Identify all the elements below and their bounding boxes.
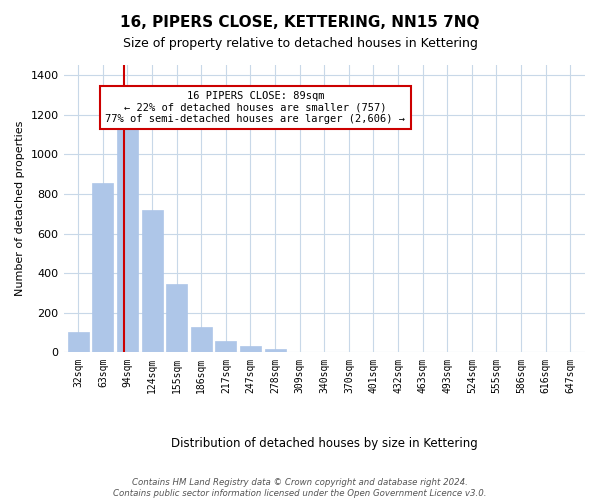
Text: Contains HM Land Registry data © Crown copyright and database right 2024.
Contai: Contains HM Land Registry data © Crown c… <box>113 478 487 498</box>
Bar <box>215 340 236 352</box>
Bar <box>240 346 261 352</box>
Bar <box>265 349 286 352</box>
Bar <box>191 326 212 352</box>
Text: Size of property relative to detached houses in Kettering: Size of property relative to detached ho… <box>122 38 478 51</box>
Text: 16, PIPERS CLOSE, KETTERING, NN15 7NQ: 16, PIPERS CLOSE, KETTERING, NN15 7NQ <box>120 15 480 30</box>
Y-axis label: Number of detached properties: Number of detached properties <box>15 121 25 296</box>
Bar <box>142 210 163 352</box>
Bar <box>68 332 89 352</box>
Text: 16 PIPERS CLOSE: 89sqm
← 22% of detached houses are smaller (757)
77% of semi-de: 16 PIPERS CLOSE: 89sqm ← 22% of detached… <box>106 91 406 124</box>
Bar <box>117 128 138 352</box>
X-axis label: Distribution of detached houses by size in Kettering: Distribution of detached houses by size … <box>171 437 478 450</box>
Bar <box>166 284 187 352</box>
Bar <box>92 183 113 352</box>
